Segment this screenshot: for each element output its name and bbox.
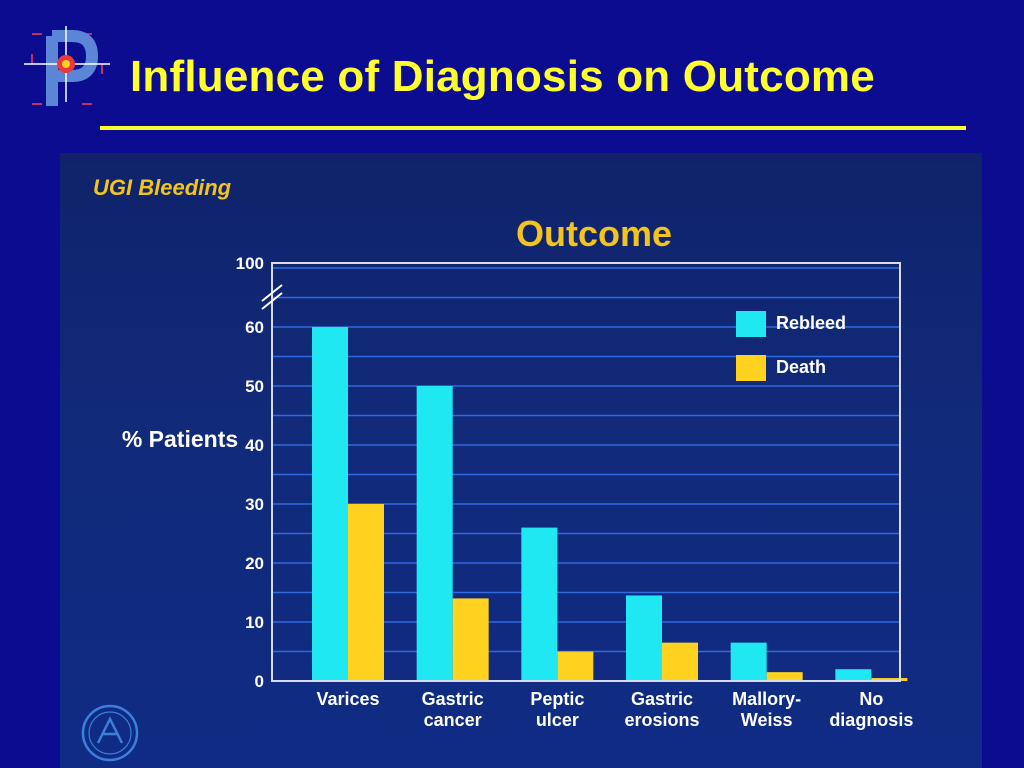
chart-panel: UGI Bleeding Outcome % Patients 0 10 20 30 4… <box>60 153 982 768</box>
bar-death-gastric-cancer <box>452 598 489 681</box>
y-tick-label: 40 <box>245 436 264 455</box>
bar-rebleed-mallory-weiss <box>730 642 767 681</box>
x-tick-label-mallory-weiss: Mallory- Weiss <box>732 689 802 730</box>
y-tick-label: 30 <box>245 495 264 514</box>
bar-rebleed-gastric-cancer <box>416 386 453 681</box>
bar-rebleed-no-diagnosis <box>835 669 872 681</box>
panel-heading: UGI Bleeding <box>93 175 232 200</box>
x-tick-label-gastric-cancer: Gastric cancer <box>421 689 484 730</box>
y-tick-label: 50 <box>245 377 264 396</box>
organization-logo <box>22 24 112 114</box>
y-tick-label: 20 <box>245 554 264 573</box>
legend-label-rebleed: Rebleed <box>776 313 847 333</box>
y-tick-label: 60 <box>245 318 264 337</box>
bars <box>312 327 908 681</box>
chart-title: Outcome <box>516 213 673 254</box>
slide-title: Influence of Diagnosis on Outcome <box>130 52 875 101</box>
bar-death-varices <box>348 504 384 681</box>
x-tick-label-gastric-erosions: Gastric erosions <box>624 689 700 730</box>
bar-rebleed-gastric-erosions <box>626 595 662 681</box>
x-tick-label-no-diagnosis: No diagnosis <box>829 689 914 730</box>
aga-seal-logo <box>80 703 140 763</box>
axis-break-icon <box>261 284 283 310</box>
bar-rebleed-varices <box>312 327 348 681</box>
y-tick-labels: 0 10 20 30 40 50 60 100 <box>236 254 264 691</box>
bar-death-peptic-ulcer <box>557 651 594 681</box>
bar-death-no-diagnosis <box>871 678 908 681</box>
axis-break-stroke <box>261 284 283 302</box>
bar-death-gastric-erosions <box>662 642 698 681</box>
legend-swatch-death <box>736 355 766 381</box>
title-divider <box>100 126 966 130</box>
x-tick-label-varices: Varices <box>316 689 380 709</box>
bar-chart: 0 10 20 30 40 50 60 100 <box>236 254 908 691</box>
axis-break-stroke <box>261 292 283 310</box>
plot-frame <box>271 262 901 682</box>
y-tick-label: 0 <box>255 672 264 691</box>
y-tick-label: 100 <box>236 254 264 273</box>
bar-rebleed-peptic-ulcer <box>521 527 558 681</box>
bar-death-mallory-weiss <box>766 672 803 681</box>
legend-swatch-rebleed <box>736 311 766 337</box>
x-tick-label-peptic-ulcer: Peptic ulcer <box>530 689 585 730</box>
legend-label-death: Death <box>776 357 827 377</box>
y-axis-label: % Patients <box>121 426 239 452</box>
y-tick-label: 10 <box>245 613 264 632</box>
